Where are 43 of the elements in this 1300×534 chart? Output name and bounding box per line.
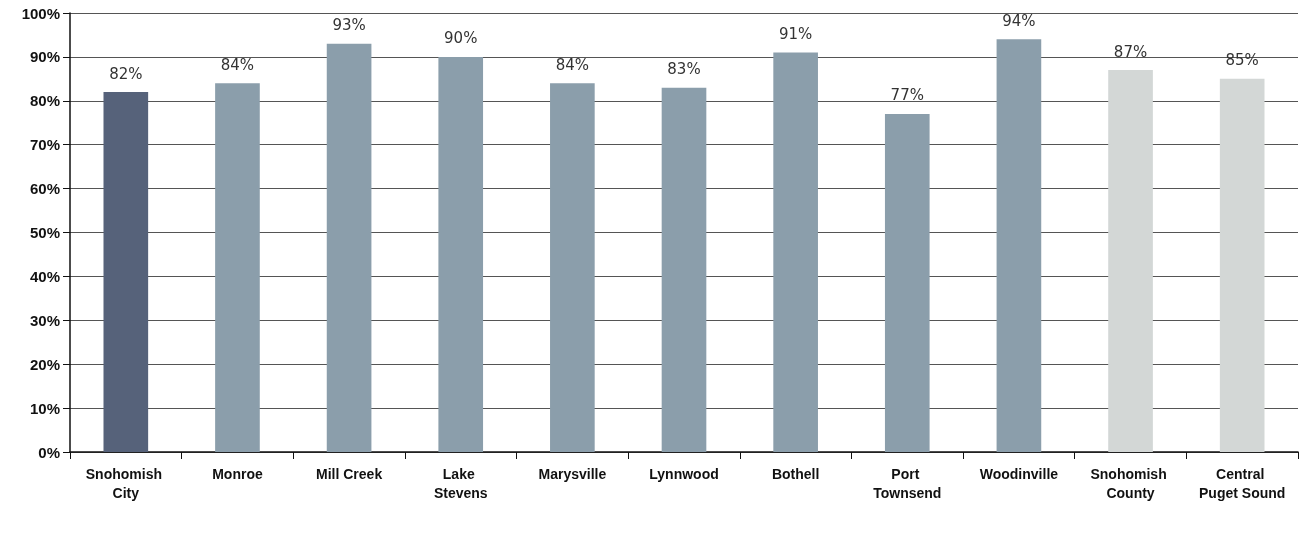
bar xyxy=(773,52,818,452)
bar xyxy=(1219,78,1265,452)
data-label: 90% xyxy=(444,29,478,48)
x-tick-label: Lake Stevens xyxy=(433,465,488,501)
data-label: 94% xyxy=(1002,11,1036,30)
y-tick-label: 10% xyxy=(29,399,60,417)
bar xyxy=(884,113,930,452)
y-tick-label: 60% xyxy=(29,180,60,198)
x-tick-label: Marysville xyxy=(538,465,607,482)
data-label: 87% xyxy=(1113,42,1148,61)
y-tick-label: 100% xyxy=(21,4,60,22)
y-tick-label: 30% xyxy=(29,311,60,329)
x-tick-label: Bothell xyxy=(771,465,820,482)
data-label: 93% xyxy=(332,16,366,35)
data-label: 91% xyxy=(778,25,813,44)
data-label: 84% xyxy=(555,55,590,74)
data-label: 77% xyxy=(890,86,924,105)
data-label: 84% xyxy=(220,55,255,74)
data-label: 83% xyxy=(667,60,701,79)
x-tick-label: Lynnwood xyxy=(649,465,719,482)
y-tick-label: 50% xyxy=(29,224,60,241)
x-tick-label: Central Puget Sound xyxy=(1199,465,1286,501)
y-tick-label: 90% xyxy=(29,48,60,66)
x-tick-label: Snohomish County xyxy=(1090,465,1171,501)
bar xyxy=(103,92,149,452)
bar xyxy=(996,39,1042,452)
bar xyxy=(215,83,260,452)
y-tick-label: 80% xyxy=(29,92,60,110)
y-tick-label: 40% xyxy=(29,267,60,285)
x-tick-label: Mill Creek xyxy=(316,465,383,482)
bar xyxy=(438,56,484,452)
bar xyxy=(1108,70,1153,452)
x-tick-label: Port Townsend xyxy=(873,465,942,501)
y-tick-label: 20% xyxy=(29,355,60,373)
x-tick-label: Monroe xyxy=(212,465,263,482)
y-tick-label: 0% xyxy=(38,443,60,461)
bar xyxy=(550,83,595,452)
data-label: 82% xyxy=(109,64,143,83)
y-tick-label: 70% xyxy=(29,136,60,154)
bar xyxy=(326,43,372,452)
x-tick-label: Snohomish City xyxy=(85,465,166,501)
x-tick-label: Woodinville xyxy=(979,465,1059,482)
bar xyxy=(661,87,707,452)
